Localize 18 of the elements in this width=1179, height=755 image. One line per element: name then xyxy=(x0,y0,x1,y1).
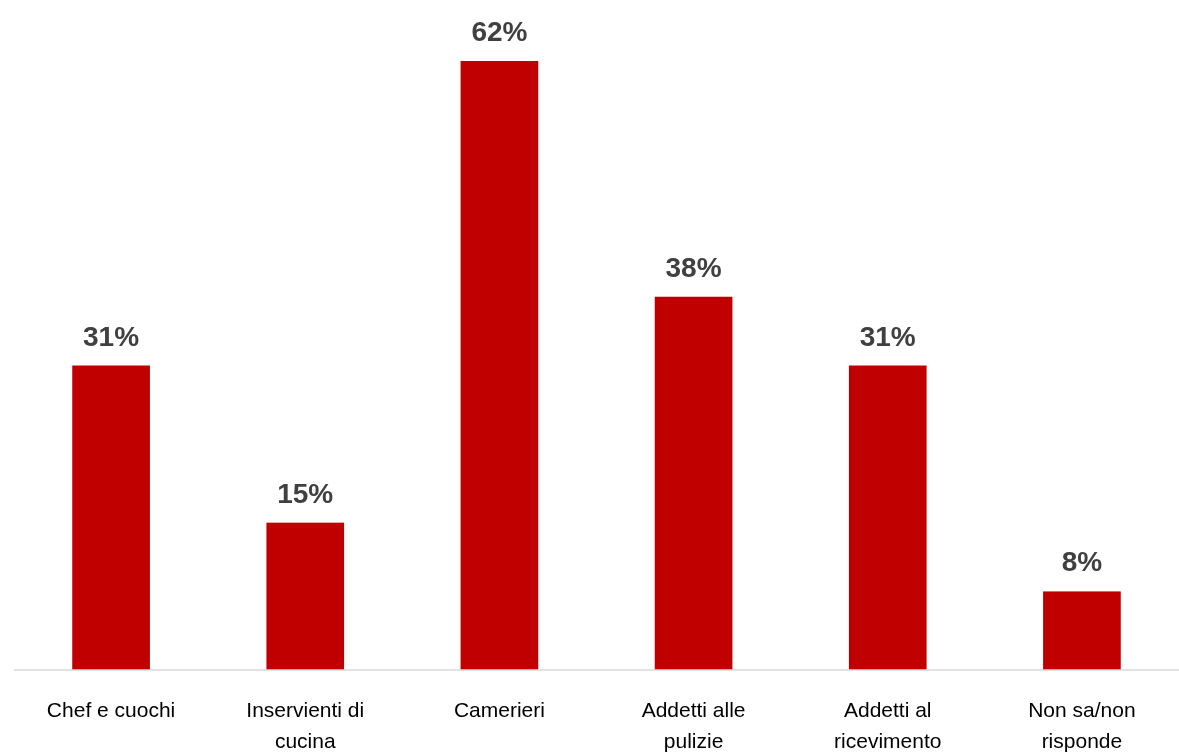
x-tick-label: Addetti al ricevimento xyxy=(834,698,942,752)
x-tick-label: Non sa/non risponde xyxy=(1028,698,1136,752)
bar xyxy=(1043,591,1121,670)
data-label: 38% xyxy=(665,251,722,283)
data-label: 31% xyxy=(859,320,916,352)
bar xyxy=(654,296,733,670)
x-tick-label: Chef e cuochi xyxy=(46,698,176,721)
x-tick-label: Inservienti di cucina xyxy=(246,698,365,752)
data-label: 15% xyxy=(277,477,334,509)
bar xyxy=(848,365,927,670)
data-label: 62% xyxy=(471,16,528,47)
data-label: 31% xyxy=(83,320,140,352)
bar xyxy=(266,522,345,670)
bar xyxy=(460,61,539,670)
data-label: 8% xyxy=(1061,546,1103,578)
x-tick-label: Camerieri xyxy=(453,698,545,721)
bar xyxy=(72,365,150,670)
x-tick-label: Addetti alle pulizie xyxy=(641,698,746,752)
